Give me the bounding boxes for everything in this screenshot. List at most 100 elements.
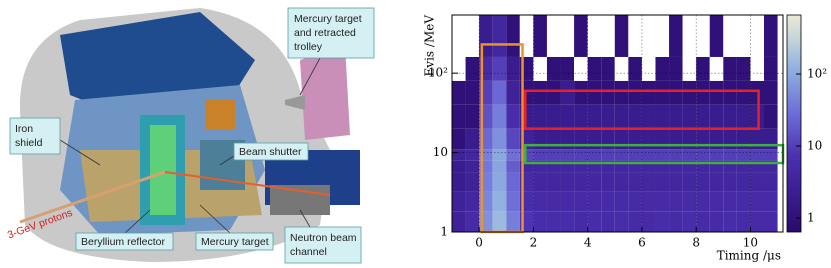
label: shield <box>15 137 43 149</box>
heatmap-cell <box>574 172 588 192</box>
heatmap-cell <box>750 104 765 129</box>
heatmap-cell <box>750 56 765 81</box>
heatmap-cell <box>764 104 778 129</box>
heatmap-cell <box>614 15 629 57</box>
heatmap-cell <box>601 149 615 161</box>
heatmap-cell <box>452 149 466 161</box>
heatmap-cell <box>506 128 520 150</box>
label: Beam shutter <box>239 146 302 158</box>
label: Mercury target <box>201 236 269 248</box>
region-box <box>524 89 760 130</box>
heatmap-cell <box>465 160 480 173</box>
heatmap-cell <box>736 104 751 129</box>
heatmap-cell <box>492 128 507 150</box>
heatmap-cell <box>492 160 507 173</box>
heatmap-cell <box>452 211 466 232</box>
heatmap-cell <box>479 149 493 161</box>
heatmap-cell <box>506 80 520 105</box>
heatmap-cell <box>682 149 697 161</box>
heatmap-cell <box>709 191 724 212</box>
heatmap-cell <box>723 15 737 57</box>
heatmap-cell <box>560 56 575 81</box>
heatmap-cell <box>655 149 670 161</box>
heatmap-cell <box>628 104 642 129</box>
heatmap-cell <box>614 104 629 129</box>
proton-beamline <box>19 170 166 224</box>
heatmap-cell <box>696 149 710 161</box>
heatmap-cell <box>574 191 588 212</box>
heatmap-cell <box>750 191 765 212</box>
heatmap-cell <box>465 149 480 161</box>
heatmap-cell <box>641 104 656 129</box>
heatmap-cell <box>696 172 710 192</box>
heatmap-cell <box>601 80 615 105</box>
heatmap-cell <box>655 56 670 81</box>
heatmap-cell <box>641 80 656 105</box>
heatmap-cell <box>465 128 480 150</box>
heatmap-cell <box>723 104 737 129</box>
heatmap-cell <box>682 191 697 212</box>
heatmap-cell <box>492 15 507 57</box>
colorbar-tick-label: 1 <box>807 211 815 225</box>
leader-line <box>299 57 321 96</box>
heatmap-cell <box>546 15 561 57</box>
heatmap-cell <box>601 104 615 129</box>
heatmap-cell <box>696 15 710 57</box>
heatmap-cell <box>452 128 466 150</box>
heatmap-cell <box>574 15 588 57</box>
heatmap-cell <box>641 172 656 192</box>
heatmap-cell <box>465 211 480 232</box>
label: trolley <box>294 41 323 53</box>
heatmap-cell <box>723 80 737 105</box>
heatmap-cell <box>669 149 683 161</box>
heatmap-cell <box>614 172 629 192</box>
heatmap-cell <box>682 104 697 129</box>
heatmap-cell <box>641 191 656 212</box>
heatmap-cell <box>736 191 751 212</box>
heatmap-cell <box>655 172 670 192</box>
heatmap-cell <box>533 191 547 212</box>
heatmap-cell <box>533 104 547 129</box>
heatmap-cell <box>587 191 602 212</box>
heatmap-cell <box>709 172 724 192</box>
y-tick-label: 10² <box>428 66 448 80</box>
heatmap-cell <box>560 191 575 212</box>
heatmap-cell <box>669 172 683 192</box>
heatmap-cell <box>546 211 561 232</box>
heatmap-cell <box>587 80 602 105</box>
label-box <box>233 142 309 161</box>
heatmap-cell <box>750 172 765 192</box>
label: Mercury target <box>294 13 362 25</box>
diagram-labels: Mercury target and retracted trolley Iro… <box>6 7 375 264</box>
heatmap-cell <box>669 15 683 57</box>
heatmap-cell <box>533 172 547 192</box>
heatmap-cell <box>465 15 480 57</box>
heatmap-cell <box>764 172 778 192</box>
heatmap-cell <box>764 191 778 212</box>
heatmap-cell <box>506 104 520 129</box>
heatmap-cell <box>452 160 466 173</box>
heatmap-cell <box>682 80 697 105</box>
heatmap-cell <box>696 80 710 105</box>
heatmap-cell <box>669 104 683 129</box>
heatmap-cell <box>641 211 656 232</box>
heatmap-cell <box>533 149 547 161</box>
label-box <box>287 7 375 59</box>
heatmap-cell <box>655 104 670 129</box>
heatmap-cell <box>723 149 737 161</box>
heatmap-cell <box>452 56 466 81</box>
heatmap-cell <box>669 56 683 81</box>
label: and retracted <box>294 27 356 39</box>
heatmap-cell <box>601 211 615 232</box>
heatmap-cell <box>560 172 575 192</box>
heatmap-cell <box>723 211 737 232</box>
heatmap-cell <box>546 104 561 129</box>
heatmap-cell <box>669 191 683 212</box>
heatmap-cell <box>465 56 480 81</box>
heatmap-cell <box>506 172 520 192</box>
label: Beryllium reflector <box>81 236 166 248</box>
heatmap-cell <box>736 172 751 192</box>
x-tick-label: 4 <box>584 236 592 250</box>
heatmap-cell <box>682 172 697 192</box>
heatmap-cell <box>655 80 670 105</box>
